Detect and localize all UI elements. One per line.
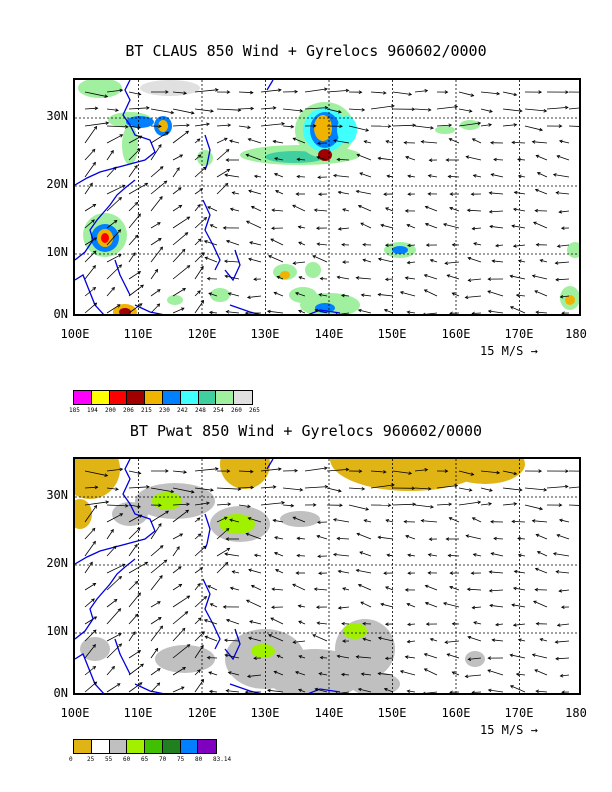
lon-label: 180	[565, 706, 587, 720]
colorbar-label: 206	[123, 407, 134, 414]
panel1-title: BT CLAUS 850 Wind + Gyrelocs 960602/0000	[125, 42, 487, 60]
lat-label: 10N	[46, 624, 68, 638]
colorbar-swatch	[127, 391, 146, 404]
colorbar-label: 242	[177, 407, 188, 414]
colorbar-label: 265	[249, 407, 260, 414]
lat-label: 10N	[46, 245, 68, 259]
colorbar-swatch	[198, 391, 217, 404]
colorbar-label: 80	[195, 756, 203, 763]
colorbar-swatch	[162, 740, 181, 753]
lon-label: 120E	[187, 327, 217, 341]
colorbar-swatch	[234, 391, 252, 404]
colorbar-swatch	[74, 391, 92, 404]
reference-vector-label: 15 M/S →	[480, 723, 538, 737]
pwat-shading	[75, 459, 525, 693]
colorbar-label: 0	[69, 756, 73, 763]
colorbar-label: 200	[105, 407, 116, 414]
colorbar-label: 75	[177, 756, 185, 763]
colorbar-swatch	[109, 391, 128, 404]
lon-label: 100E	[60, 706, 90, 720]
colorbar-swatch	[145, 391, 163, 404]
lon-label: 110E	[123, 706, 153, 720]
map-panel-pwat	[73, 457, 581, 695]
colorbar-swatch	[145, 740, 163, 753]
lon-label: 170E	[504, 327, 534, 341]
lon-label: 140E	[314, 327, 344, 341]
colorbar-swatch	[162, 391, 181, 404]
colorbar-label: 248	[195, 407, 206, 414]
lon-label: 140E	[314, 706, 344, 720]
lat-label: 20N	[46, 556, 68, 570]
colorbar-swatch	[180, 391, 199, 404]
colorbar-label: 65	[141, 756, 149, 763]
colorbar-swatch	[180, 740, 199, 753]
grid	[75, 459, 579, 693]
colorbar-label: 254	[213, 407, 224, 414]
colorbar-label: 215	[141, 407, 152, 414]
wind-vectors	[84, 87, 579, 314]
grid	[75, 80, 579, 314]
colorbar-label: 230	[159, 407, 170, 414]
lat-label: 0N	[53, 686, 68, 700]
panel2-title: BT Pwat 850 Wind + Gyrelocs 960602/0000	[129, 422, 483, 440]
colorbar-swatch	[127, 740, 145, 753]
reference-vector-label: 15 M/S →	[480, 344, 538, 358]
lat-label: 0N	[53, 307, 68, 321]
lon-label: 120E	[187, 706, 217, 720]
lon-label: 110E	[123, 327, 153, 341]
colorbar-swatch	[198, 740, 216, 753]
colorbar-label: 185	[69, 407, 80, 414]
lon-label: 160E	[441, 706, 471, 720]
colorbar-label: 194	[87, 407, 98, 414]
colorbar-claus	[73, 390, 253, 405]
colorbar-label: 70	[159, 756, 167, 763]
lon-label: 150E	[377, 706, 407, 720]
lat-label: 30N	[46, 109, 68, 123]
wind-vectors	[84, 466, 579, 693]
colorbar-label: 83.14	[213, 756, 232, 763]
coastline	[75, 80, 341, 314]
lon-label: 130E	[250, 706, 280, 720]
lon-label: 100E	[60, 327, 90, 341]
colorbar-label: 55	[105, 756, 113, 763]
map-panel-claus	[73, 78, 581, 316]
colorbar-label: 260	[231, 407, 242, 414]
lon-label: 170E	[504, 706, 534, 720]
lon-label: 150E	[377, 327, 407, 341]
lon-label: 130E	[250, 327, 280, 341]
lat-label: 20N	[46, 177, 68, 191]
pwat-map-svg	[75, 459, 579, 693]
lon-label: 180	[565, 327, 587, 341]
colorbar-pwat	[73, 739, 217, 754]
lon-label: 160E	[441, 327, 471, 341]
colorbar-label: 60	[123, 756, 131, 763]
claus-map-svg	[75, 80, 579, 314]
colorbar-swatch	[109, 740, 128, 753]
colorbar-swatch	[91, 391, 110, 404]
colorbar-label: 25	[87, 756, 95, 763]
coastline	[75, 459, 341, 693]
lat-label: 30N	[46, 488, 68, 502]
colorbar-swatch	[74, 740, 92, 753]
cloud-shading	[78, 80, 579, 314]
colorbar-swatch	[216, 391, 235, 404]
colorbar-swatch	[91, 740, 110, 753]
